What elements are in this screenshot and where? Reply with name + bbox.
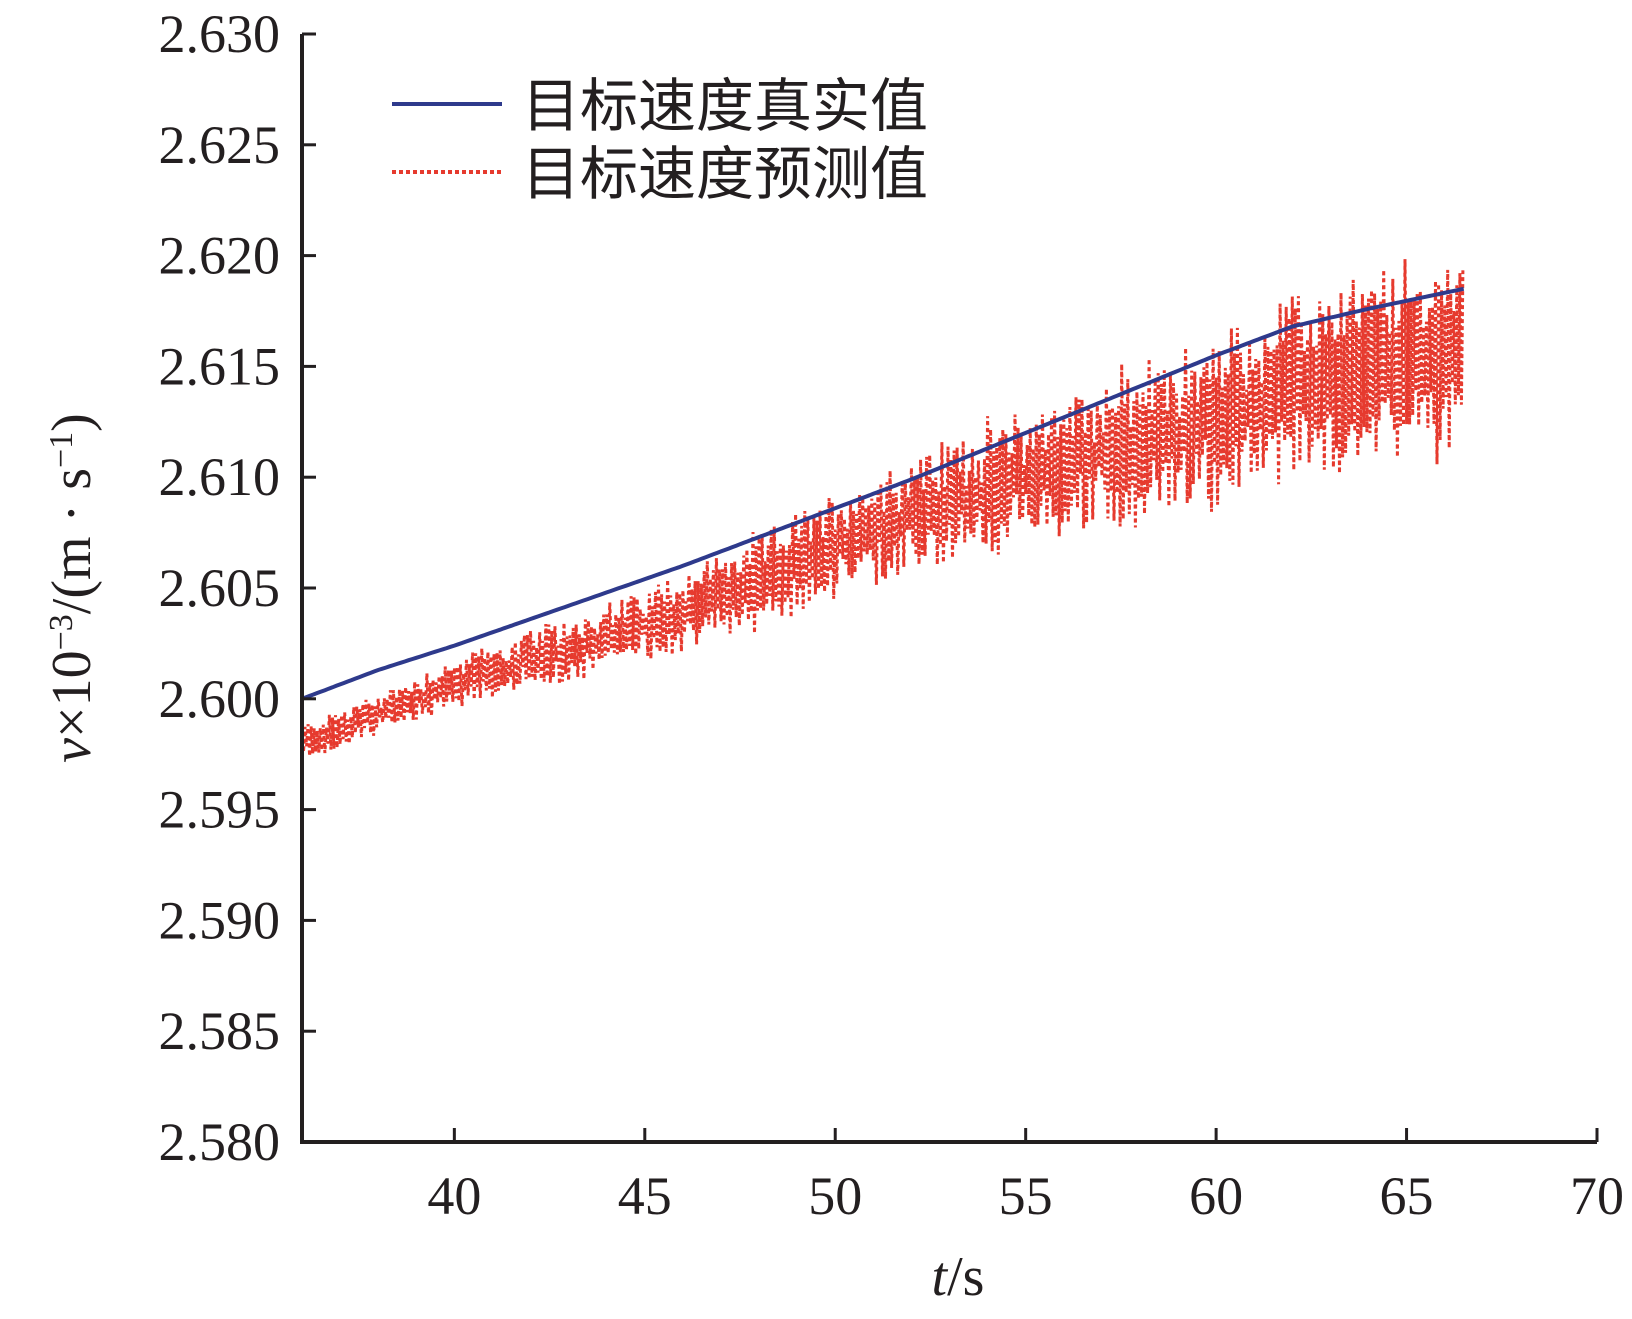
y-axis-title: v×10−3/(m · s−1): [41, 413, 103, 763]
y-tick-label: 2.615: [159, 336, 281, 396]
y-tick-label: 2.620: [159, 226, 281, 286]
series-line-predicted: [300, 259, 1465, 1142]
y-axis-mult: ×10: [41, 650, 103, 738]
x-axis-unit: /s: [947, 1246, 984, 1308]
y-tick-label: 2.590: [159, 890, 281, 950]
y-axis-exp1: −3: [43, 614, 80, 650]
y-tick-label: 2.595: [159, 780, 281, 840]
axes: 2.580 2.585 2.590 2.595 2.600 2.605 2.610 2.615…: [159, 4, 1625, 1226]
y-tick-label: 2.580: [159, 1112, 281, 1172]
y-tick-label: 2.605: [159, 558, 281, 618]
y-axis-unit-open: /(m · s: [41, 468, 103, 614]
plot-area: [300, 259, 1465, 1142]
y-ticks: 2.580 2.585 2.590 2.595 2.600 2.605 2.610 2.615…: [159, 4, 316, 1172]
x-tick-label: 45: [618, 1166, 672, 1226]
y-axis-unit-close: ): [41, 413, 103, 432]
x-tick-label: 55: [999, 1166, 1053, 1226]
legend-label-true: 目标速度真实值: [522, 72, 928, 140]
legend-label-predicted: 目标速度预测值: [522, 140, 928, 208]
y-axis-exp2: −1: [43, 432, 80, 468]
series-line-true: [301, 286, 1465, 701]
x-tick-label: 65: [1380, 1166, 1434, 1226]
x-tick-label: 70: [1570, 1166, 1624, 1226]
x-ticks: 40 45 50 55 60 65 70: [427, 1128, 1624, 1226]
y-axis-var: v: [41, 738, 103, 763]
x-tick-label: 60: [1189, 1166, 1243, 1226]
y-tick-label: 2.600: [159, 669, 281, 729]
x-tick-label: 50: [808, 1166, 862, 1226]
x-axis-var: t: [932, 1246, 949, 1308]
x-axis-title: t/s: [932, 1246, 985, 1308]
y-tick-label: 2.585: [159, 1001, 281, 1061]
y-tick-label: 2.630: [159, 4, 281, 64]
legend: 目标速度真实值 目标速度预测值: [392, 72, 928, 208]
y-tick-label: 2.625: [159, 115, 281, 175]
y-tick-label: 2.610: [159, 447, 281, 507]
x-tick-label: 40: [427, 1166, 481, 1226]
